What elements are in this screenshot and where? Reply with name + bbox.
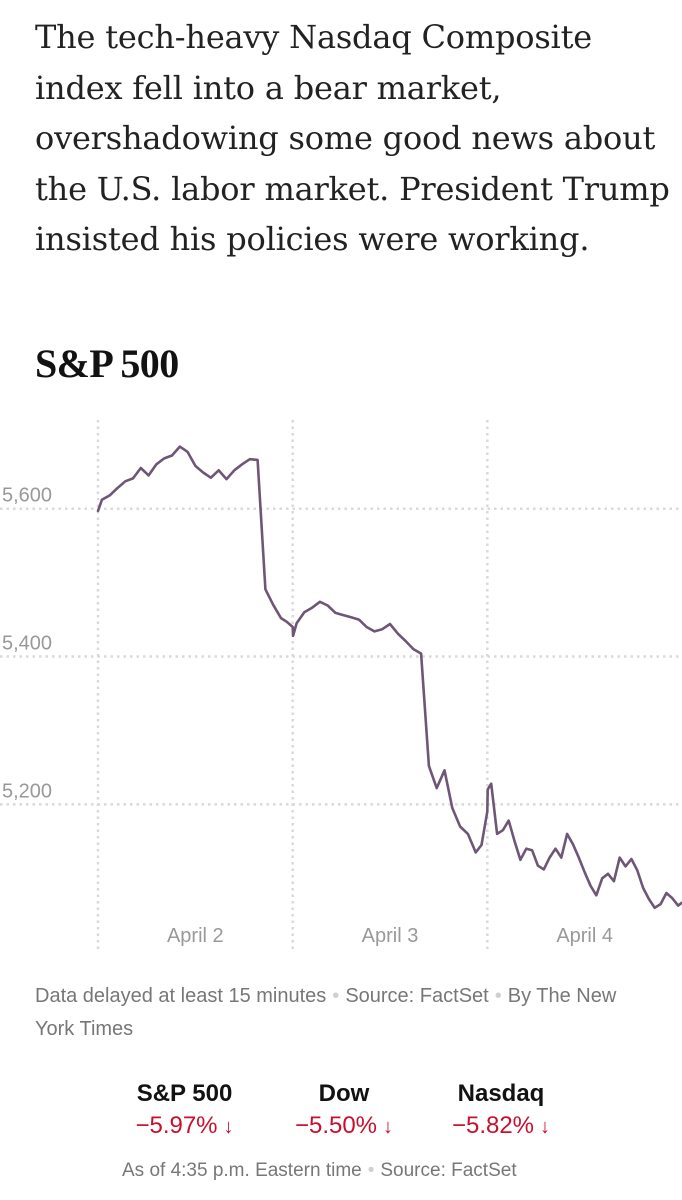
delay-note: Data delayed at least 15 minutes [35,985,327,1007]
as-of-note: As of 4:35 p.m. Eastern time • Source: Fac… [122,1160,517,1182]
ticker-name: Dow [318,1080,370,1107]
ticker-dow[interactable]: Dow −5.50% ↓ [280,1078,408,1143]
market-tickers: S&P 500 −5.97% ↓ Dow −5.50% ↓ Nasdaq −5.82… [122,1078,572,1139]
x-tick-label: April 2 [167,925,224,947]
chart-gridlines [0,420,682,952]
ticker-change: −5.97% ↓ [135,1112,234,1139]
as-of-source: Source: FactSet [380,1160,517,1181]
ticker-change: −5.50% ↓ [294,1112,394,1139]
article-lede: The tech-heavy Nasdaq Composite index fe… [35,18,670,258]
ticker-name: Nasdaq [457,1080,545,1107]
separator-dot: • [367,1160,375,1181]
y-tick-label: 5,200 [2,780,52,802]
ticker-nasdaq[interactable]: Nasdaq −5.82% ↓ [438,1078,564,1143]
y-tick-label: 5,400 [2,633,52,655]
chart-series [96,445,682,910]
byline: By The New York Times [35,985,617,1040]
down-arrow-icon: ↓ [383,1116,394,1138]
chart-footnote: Data delayed at least 15 minutes • Source:… [35,980,655,1046]
sp500-line-chart: 5,200 5,400 5,600 April 2 April 3 April 4 [0,420,682,952]
source-note: Source: FactSet [345,985,489,1007]
down-arrow-icon: ↓ [223,1116,234,1138]
y-tick-label: 5,600 [2,485,52,507]
sp500-series-line [96,445,682,910]
chart-title: S&P 500 [35,341,179,386]
chart-tick-labels: 5,200 5,400 5,600 April 2 April 3 April 4 [2,485,613,947]
x-tick-label: April 4 [556,925,613,947]
down-arrow-icon: ↓ [540,1116,551,1138]
ticker-sp500[interactable]: S&P 500 −5.97% ↓ [122,1078,247,1143]
separator-dot: • [494,985,502,1007]
ticker-name: S&P 500 [136,1080,233,1107]
as-of-time: As of 4:35 p.m. Eastern time [122,1160,362,1181]
ticker-change: −5.82% ↓ [451,1112,551,1139]
separator-dot: • [332,985,340,1007]
x-tick-label: April 3 [362,925,419,947]
